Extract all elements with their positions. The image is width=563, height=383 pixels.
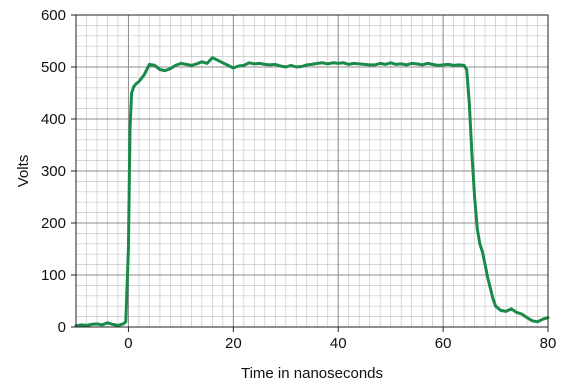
y-tick-label: 400 — [41, 111, 66, 128]
x-tick-label: 0 — [124, 335, 132, 352]
major-gridlines — [76, 14, 549, 328]
y-tick-labels: 0 100 200 300 400 500 600 — [41, 7, 76, 336]
x-tick-label: 60 — [435, 335, 452, 352]
y-tick-label: 100 — [41, 267, 66, 284]
y-tick-label: 600 — [41, 7, 66, 24]
y-tick-label: 0 — [58, 319, 66, 336]
y-axis-title: Volts — [15, 155, 32, 188]
y-tick-label: 200 — [41, 215, 66, 232]
x-tick-label: 40 — [330, 335, 347, 352]
y-tick-label: 300 — [41, 163, 66, 180]
series-layer — [74, 56, 550, 328]
x-tick-label: 20 — [225, 335, 242, 352]
x-axis-title: Time in nanoseconds — [241, 365, 383, 382]
x-tick-labels: 0 20 40 60 80 — [124, 327, 556, 352]
series-line — [74, 56, 550, 328]
y-tick-label: 500 — [41, 59, 66, 76]
x-tick-label: 80 — [540, 335, 557, 352]
